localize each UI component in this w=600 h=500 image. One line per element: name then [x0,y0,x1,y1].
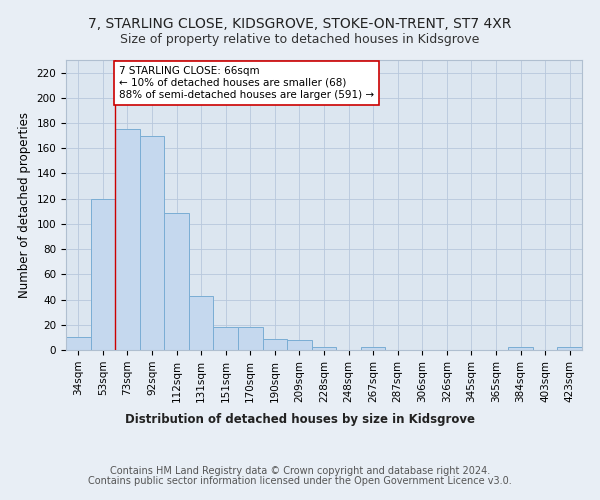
Bar [557,348,582,350]
Bar [115,130,140,350]
Y-axis label: Number of detached properties: Number of detached properties [18,112,31,298]
Bar [91,198,115,350]
Text: Size of property relative to detached houses in Kidsgrove: Size of property relative to detached ho… [121,32,479,46]
Text: 7 STARLING CLOSE: 66sqm
← 10% of detached houses are smaller (68)
88% of semi-de: 7 STARLING CLOSE: 66sqm ← 10% of detache… [119,66,374,100]
Bar [189,296,214,350]
Bar [361,348,385,350]
Bar [66,338,91,350]
Bar [140,136,164,350]
Bar [214,328,238,350]
Bar [508,348,533,350]
Bar [312,348,336,350]
Bar [263,338,287,350]
Bar [164,212,189,350]
Bar [287,340,312,350]
Text: Contains public sector information licensed under the Open Government Licence v3: Contains public sector information licen… [88,476,512,486]
Bar [238,328,263,350]
Text: Contains HM Land Registry data © Crown copyright and database right 2024.: Contains HM Land Registry data © Crown c… [110,466,490,476]
Text: 7, STARLING CLOSE, KIDSGROVE, STOKE-ON-TRENT, ST7 4XR: 7, STARLING CLOSE, KIDSGROVE, STOKE-ON-T… [88,18,512,32]
Text: Distribution of detached houses by size in Kidsgrove: Distribution of detached houses by size … [125,412,475,426]
